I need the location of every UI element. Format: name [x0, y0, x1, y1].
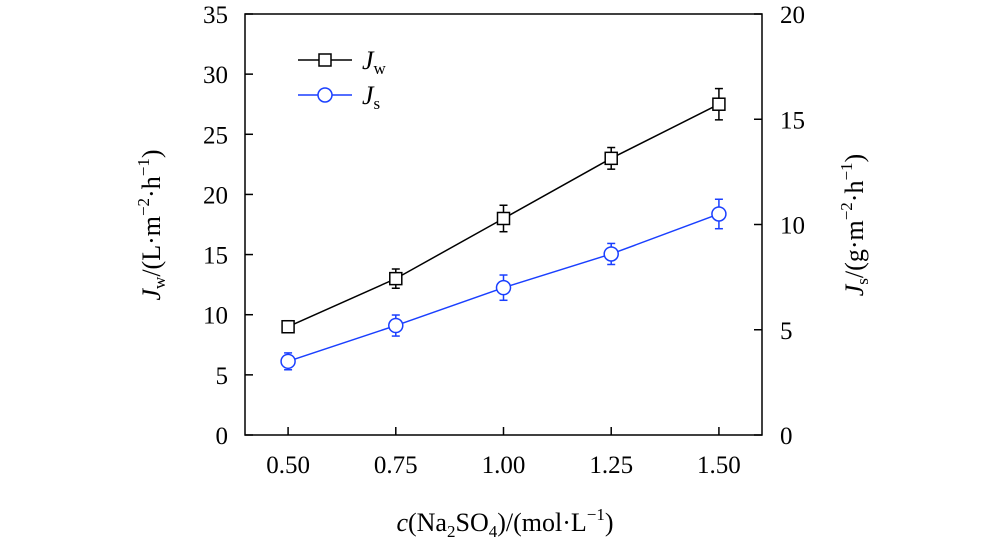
yl-label-unit2: ·h: [137, 176, 166, 198]
x-tick-label: 1.25: [589, 452, 633, 479]
right-y-tick-label: 10: [780, 213, 805, 240]
legend-marker-js: [317, 87, 333, 103]
yr-label-end: ): [840, 154, 869, 163]
legend-marker-jw: [318, 53, 332, 67]
data-point-jw: [281, 319, 295, 334]
data-point-jw: [389, 271, 403, 286]
yl-label-unit1: /(L·m: [137, 216, 166, 277]
yr-label-sym: J: [840, 283, 869, 296]
data-point-jw: [604, 151, 618, 166]
x-label-pre: (Na: [408, 508, 447, 537]
x-label-c: c: [396, 508, 408, 537]
right-y-tick-label: 0: [780, 423, 793, 450]
legend-jw-sym: J: [362, 46, 375, 75]
left-y-tick-label: 30: [203, 62, 228, 89]
left-y-axis: 0 5 10 15 20 25 30 35: [203, 2, 253, 450]
data-point-jw: [496, 211, 511, 226]
yr-label-unit2: ·h: [840, 181, 869, 203]
right-y-tick-label: 15: [780, 107, 805, 134]
data-point-js: [280, 353, 296, 370]
x-tick-label: 0.75: [374, 452, 418, 479]
x-label-sub1: 2: [447, 522, 456, 541]
yr-label-sup2: −1: [837, 162, 856, 180]
legend-jw-sub: w: [374, 59, 387, 78]
x-tick-label: 0.50: [266, 452, 310, 479]
legend: Jw Js: [298, 46, 387, 113]
yl-label-sub: w: [150, 276, 169, 289]
yl-label-sup2: −1: [134, 158, 153, 176]
right-y-axis-label: Js/(g·m−2·h−1): [837, 154, 872, 296]
left-y-axis-label: Jw/(L·m−2·h−1): [134, 149, 169, 300]
data-point-jw: [712, 97, 726, 111]
left-y-tick-label: 10: [203, 303, 228, 330]
series-layer: [280, 87, 727, 371]
x-label-post: )/(mol·L: [497, 508, 587, 537]
data-point-js: [495, 279, 512, 296]
left-y-tick-label: 5: [216, 363, 229, 390]
data-point-js: [388, 317, 404, 334]
left-y-tick-label: 35: [203, 2, 228, 29]
yr-label-sub: s: [853, 278, 872, 285]
x-axis: 0.50 0.75 1.00 1.25 1.50: [266, 427, 741, 479]
x-label-sup: −1: [587, 505, 605, 524]
data-point-js: [603, 246, 619, 262]
right-y-axis: 0 5 10 15 20: [754, 2, 805, 450]
yl-label-sym: J: [137, 288, 166, 301]
data-point-js: [711, 206, 727, 222]
right-y-tick-label: 5: [780, 318, 793, 345]
x-label-mid: SO: [455, 508, 488, 537]
legend-js-sym: J: [362, 81, 375, 110]
legend-label-jw: Jw: [362, 46, 387, 78]
x-tick-label: 1.00: [482, 452, 526, 479]
x-axis-label: c(Na2SO4)/(mol·L−1): [396, 505, 613, 541]
yr-label-sup1: −2: [837, 202, 856, 220]
left-y-tick-label: 15: [203, 243, 228, 270]
left-y-tick-label: 0: [216, 423, 229, 450]
right-y-tick-label: 20: [780, 2, 805, 29]
yl-label-sup1: −2: [134, 198, 153, 216]
yl-label-end: ): [137, 149, 166, 158]
legend-js-sub: s: [374, 94, 381, 113]
left-y-tick-label: 20: [203, 182, 228, 209]
legend-label-js: Js: [362, 81, 380, 113]
x-label-end: ): [605, 508, 614, 537]
x-tick-label: 1.50: [697, 452, 741, 479]
yr-label-unit1: /(g·m: [840, 220, 869, 278]
x-label-sub2: 4: [489, 522, 498, 541]
left-y-tick-label: 25: [203, 122, 228, 149]
